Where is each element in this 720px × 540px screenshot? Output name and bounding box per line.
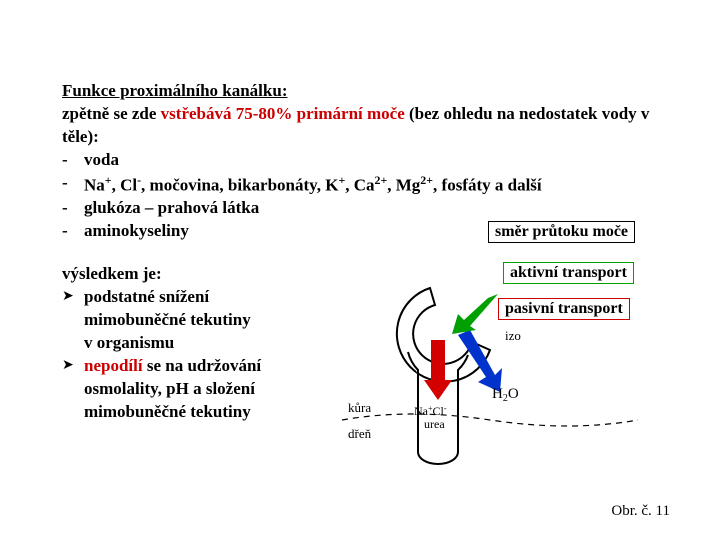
bullet-item: voda <box>62 149 662 172</box>
svg-text:izo: izo <box>505 328 521 343</box>
intro: zpětně se zde vstřebává 75-80% primární … <box>62 103 662 149</box>
svg-text:dřeň: dřeň <box>348 426 372 441</box>
figure-caption: Obr. č. 11 <box>611 503 670 520</box>
svg-text:H2O: H2O <box>492 386 519 404</box>
result-item: podstatné snížení mimobuněčné tekutiny v… <box>62 286 322 355</box>
svg-text:kůra: kůra <box>348 400 371 415</box>
result-list: podstatné snížení mimobuněčné tekutiny v… <box>62 286 322 424</box>
title: Funkce proximálního kanálku: <box>62 80 662 103</box>
result-item: nepodílí se na udržování osmolality, pH … <box>62 355 322 424</box>
tubule-diagram: izo H2O Na+Cl- urea kůra dřeň <box>340 280 640 470</box>
bullet-item: Na+, Cl-, močovina, bikarbonáty, K+, Ca2… <box>62 172 662 198</box>
svg-text:Na+Cl-: Na+Cl- <box>414 404 447 418</box>
bullet-item: glukóza – prahová látka <box>62 197 662 220</box>
svg-text:urea: urea <box>424 417 445 431</box>
flow-direction-label: směr průtoku moče <box>488 221 635 243</box>
result-title: výsledkem je: <box>62 263 322 286</box>
